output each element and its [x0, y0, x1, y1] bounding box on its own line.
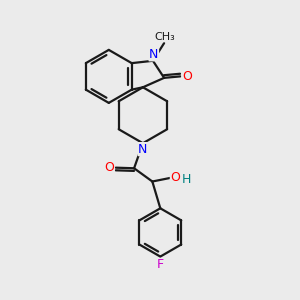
- Text: O: O: [104, 161, 114, 174]
- Text: O: O: [182, 70, 192, 83]
- Text: F: F: [157, 258, 164, 271]
- Text: CH₃: CH₃: [154, 32, 175, 42]
- Text: H: H: [182, 173, 191, 186]
- Text: O: O: [170, 171, 180, 184]
- Text: N: N: [149, 48, 158, 61]
- Text: N: N: [138, 142, 148, 156]
